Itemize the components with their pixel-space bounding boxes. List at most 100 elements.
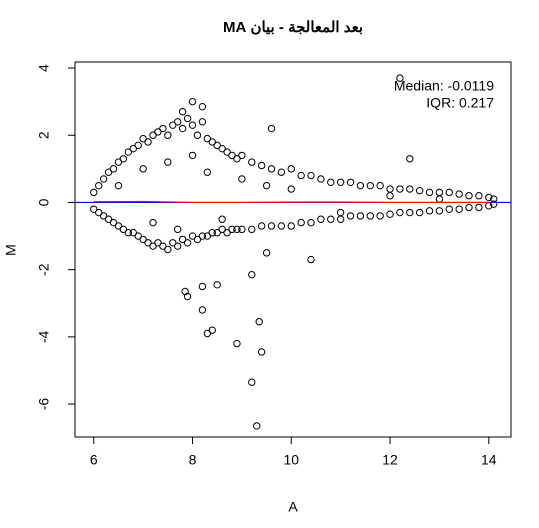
point [356,181,365,190]
point [267,165,276,173]
point [174,118,182,126]
point [336,215,345,223]
point [248,378,256,386]
point [188,121,197,129]
point [465,203,473,212]
point [248,271,256,279]
point [366,212,374,220]
point [159,124,167,133]
point [307,218,315,227]
point [198,282,207,291]
point [257,161,266,170]
point [262,249,271,257]
point [183,239,192,247]
x-tick-label: 6 [90,452,98,468]
point [277,222,286,230]
point [485,193,493,202]
point [203,232,212,240]
point [154,128,162,136]
point [178,124,187,133]
point [99,175,108,183]
point [109,165,118,173]
point [95,208,103,217]
point [233,225,241,234]
annotation: IQR: 0.217 [426,95,494,111]
point [198,102,207,111]
point [253,422,261,430]
point [188,232,197,240]
point [228,151,236,160]
point [90,188,98,197]
point [218,225,226,234]
point [109,218,118,227]
point [213,281,221,289]
point [287,165,295,173]
point [386,185,394,193]
point [356,212,365,220]
point [149,242,157,250]
point [475,192,483,200]
point [386,192,394,200]
x-tick-label: 10 [283,452,299,468]
y-tick-label: 4 [36,64,52,72]
point [149,218,157,227]
point [129,228,137,237]
plot-frame [74,61,512,438]
point [198,232,207,240]
point [376,212,384,220]
point [255,318,263,326]
point [218,215,226,223]
y-tick-label: -2 [36,263,52,276]
x-axis-label: A [288,499,298,515]
point [169,121,177,129]
point [317,175,325,183]
point [346,178,355,186]
point [203,134,212,143]
point [208,228,216,237]
point [336,178,345,186]
point [415,186,424,195]
point [257,222,266,230]
chart-title: بعد المعالجة - بيان MA [223,19,363,36]
point [183,114,192,123]
point [198,306,207,314]
point [406,185,414,193]
point [406,155,414,163]
point [139,235,147,244]
point [159,242,167,250]
point [139,134,147,143]
point [406,208,414,217]
point [435,195,444,203]
point [238,151,246,160]
point [228,225,236,234]
point [188,97,197,106]
loess-line [93,200,489,204]
x-tick-label: 14 [481,452,497,468]
point [213,228,221,237]
point [336,208,345,217]
point [114,158,123,166]
point [307,255,315,264]
y-tick-label: 2 [36,131,52,139]
point [327,178,335,186]
point [164,245,172,254]
point [129,144,137,153]
point [346,212,355,220]
point [169,239,177,247]
point [90,205,98,213]
point [164,158,172,166]
point [445,188,453,197]
point [277,168,286,176]
point [475,203,483,212]
point [396,74,404,82]
y-axis-label: M [3,244,19,256]
point [465,192,473,200]
point [99,212,108,220]
point [366,181,374,190]
point [188,151,197,160]
y-tick-label: -4 [36,330,52,343]
point [124,148,133,156]
point [262,181,271,190]
point [119,155,128,163]
point [134,141,142,150]
